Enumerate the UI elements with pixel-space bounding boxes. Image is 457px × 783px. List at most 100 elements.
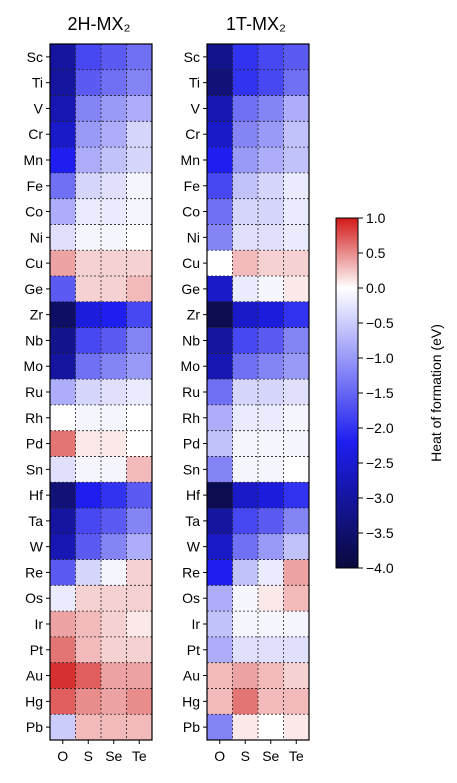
row-label: Fe [27,178,44,194]
heatmap-cell [75,404,102,431]
heatmap-cell [50,172,76,199]
col-label: O [57,748,68,764]
row-label: Pb [26,719,43,735]
heatmap-cell [50,482,76,509]
heatmap-cell [207,456,233,483]
heatmap-cell [283,147,310,174]
heatmap-cell [126,585,153,612]
heatmap-cell [258,276,284,303]
panel-1t-mx2: 1T-MX₂ Sc Ti V Cr Mn Fe Co Ni Cu Ge Zr Nb Mo Ru Rh Pd Sn… [181,14,310,764]
colorbar-tick-label: 1.0 [366,210,386,226]
heatmap-cell [207,611,233,638]
heatmap-cell [126,404,153,431]
heatmap-cell [50,147,76,174]
heatmap-cell [50,559,76,586]
heatmap-cell [232,353,259,380]
heatmap-cell [126,224,153,251]
heatmap-cell [126,559,153,586]
row-label: Ge [181,281,200,297]
row-label: Cr [185,126,200,142]
heatmap-cell [207,147,233,174]
heatmap-cell [75,456,102,483]
heatmap-cell [232,585,259,612]
heatmap-cell [258,559,284,586]
heatmap-cell [283,559,310,586]
heatmap-cell [258,714,284,741]
row-label: Os [182,590,200,606]
row-label: Pt [187,642,200,658]
heatmap-cell [207,121,233,148]
heatmap-cell [207,430,233,457]
heatmap-cell [75,508,102,535]
panel-title-1t: 1T-MX₂ [226,14,286,34]
heatmap-cell [258,662,284,689]
heatmap-cell [283,95,310,122]
heatmap-cell [126,456,153,483]
heatmap-cell [232,508,259,535]
row-label: Ir [191,616,200,632]
col-label: Te [132,748,147,764]
row-label: Ge [24,281,43,297]
heatmap-cell [50,379,76,406]
row-label: Ti [189,75,200,91]
heatmap-cell [50,353,76,380]
heatmap-cell [101,379,127,406]
heatmap-cell [232,95,259,122]
row-label: Nb [25,332,43,348]
heatmap-cell [101,482,127,509]
heatmap-cell [283,327,310,354]
heatmap-cell [75,636,102,663]
row-label: Ta [28,513,43,529]
row-label: Fe [184,178,201,194]
heatmap-cell [283,585,310,612]
heatmap-cell [101,688,127,715]
heatmap-cell [207,224,233,251]
colorbar-tick-label: −1.0 [366,350,394,366]
heatmap-cell [232,224,259,251]
heatmap-cell [75,198,102,225]
row-label: Sn [183,461,200,477]
heatmap-cell [126,250,153,277]
row-label: Hg [25,693,43,709]
row-label: Os [25,590,43,606]
heatmap-cell [126,688,153,715]
heatmap-cell [232,327,259,354]
heatmap-cell [207,404,233,431]
colorbar-tick-label: 0.0 [366,280,386,296]
heatmap-cell [232,662,259,689]
heatmap-cell [50,121,76,148]
heatmap-cell [126,611,153,638]
heatmap-cell [283,301,310,328]
heatmap-cell [207,585,233,612]
row-label: Ru [25,384,43,400]
heatmap-cell [258,636,284,663]
heatmap-cell [232,44,259,71]
heatmap-cell [283,456,310,483]
heatmap-cell [207,327,233,354]
heatmap-cell [126,121,153,148]
heatmap-cell [258,430,284,457]
heatmap-cell [75,69,102,96]
heatmap-cell [283,198,310,225]
col-label: Te [289,748,304,764]
heatmap-cell [50,404,76,431]
heatmap-cell [75,688,102,715]
heatmap-cell [207,353,233,380]
heatmap-cell [232,559,259,586]
heatmap-cell [126,379,153,406]
heatmap-cell [75,95,102,122]
heatmap-cell [258,379,284,406]
heatmap-cell [50,276,76,303]
heatmap-cell [50,95,76,122]
heatmap-cell [207,172,233,199]
colorbar: 1.0 0.5 0.0 −0.5 −1.0 −1.5 −2.0 −2.5 −3.0 −3.5 −4.… [335,210,444,576]
heatmap-cell [50,430,76,457]
heatmap-cell [207,301,233,328]
heatmap-cell [50,533,76,560]
heatmap-cell [126,276,153,303]
heatmap-cell [126,327,153,354]
heatmap-cell [207,714,233,741]
heatmap-cell [75,559,102,586]
heatmap-cell [283,636,310,663]
col-label: O [214,748,225,764]
